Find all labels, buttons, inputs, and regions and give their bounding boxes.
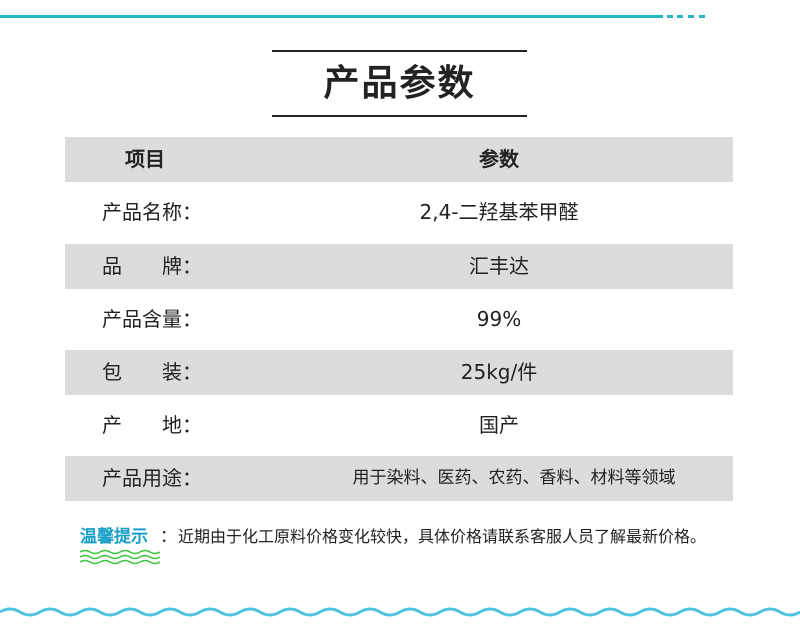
row-label: 产品用途：	[102, 466, 202, 490]
header-item: 项目	[125, 147, 165, 171]
top-divider	[0, 15, 663, 18]
row-value: 汇丰达	[469, 254, 529, 278]
table-row: 产品含量： 99%	[65, 297, 733, 342]
table-row: 品 牌： 汇丰达	[65, 244, 733, 289]
bottom-wave-border	[0, 607, 800, 617]
table-row: 包 装： 25kg/件	[65, 350, 733, 395]
row-value: 2,4-二羟基苯甲醛	[419, 200, 579, 224]
page-title: 产品参数	[272, 50, 527, 117]
row-label: 产 地：	[102, 413, 202, 437]
row-label: 品 牌：	[102, 254, 202, 278]
table-row: 产品名称： 2,4-二羟基苯甲醛	[65, 190, 733, 235]
row-value: 用于染料、医药、农药、香料、材料等领域	[352, 468, 676, 488]
header-param: 参数	[479, 147, 519, 171]
tip-colon: ：	[160, 527, 177, 547]
table-row: 产 地： 国产	[65, 403, 733, 448]
top-dash	[688, 15, 694, 18]
row-value: 国产	[479, 413, 519, 437]
table-row: 产品用途： 用于染料、医药、农药、香料、材料等领域	[65, 456, 733, 501]
tip-label: 温馨提示	[80, 527, 148, 547]
green-wave-icon	[80, 549, 160, 565]
row-value: 25kg/件	[460, 360, 538, 384]
row-label: 包 装：	[102, 360, 202, 384]
tip-text: 近期由于化工原料价格变化较快，具体价格请联系客服人员了解最新价格。	[178, 527, 707, 546]
top-dash	[677, 15, 683, 18]
table-header: 项目 参数	[65, 137, 733, 182]
row-label: 产品含量：	[102, 307, 202, 331]
row-label: 产品名称：	[102, 200, 202, 224]
row-value: 99%	[476, 307, 522, 331]
top-dash	[699, 15, 705, 18]
top-dash	[667, 15, 673, 18]
